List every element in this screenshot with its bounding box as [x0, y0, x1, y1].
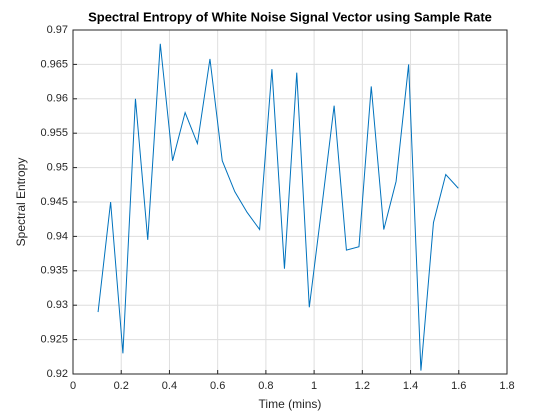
- x-tick-label: 0.2: [114, 380, 129, 392]
- x-tick-label: 0.8: [258, 380, 273, 392]
- y-tick-label: 0.95: [47, 162, 68, 174]
- y-tick-label: 0.97: [47, 24, 68, 36]
- x-tick-label: 1.2: [355, 380, 370, 392]
- y-tick-label: 0.945: [40, 196, 68, 208]
- x-tick-label: 1.8: [499, 380, 514, 392]
- y-tick-label: 0.965: [40, 58, 68, 70]
- y-axis-label: Spectral Entropy: [14, 158, 28, 247]
- x-tick-label: 0.6: [210, 380, 225, 392]
- y-tick-label: 0.92: [47, 368, 68, 380]
- chart-title: Spectral Entropy of White Noise Signal V…: [88, 9, 492, 24]
- y-tick-label: 0.96: [47, 93, 68, 105]
- x-tick-label: 1.4: [403, 380, 418, 392]
- y-tick-label: 0.955: [40, 127, 68, 139]
- y-tick-label: 0.935: [40, 265, 68, 277]
- x-axis-label: Time (mins): [259, 397, 322, 411]
- x-tick-label: 1.6: [451, 380, 466, 392]
- x-tick-label: 1: [311, 380, 317, 392]
- y-tick-label: 0.925: [40, 334, 68, 346]
- axes-box: [72, 29, 508, 375]
- line-series: [97, 43, 459, 371]
- x-tick-label: 0: [70, 380, 76, 392]
- x-tick-label: 0.4: [162, 380, 177, 392]
- y-tick-label: 0.94: [47, 230, 68, 242]
- y-tick-label: 0.93: [47, 299, 68, 311]
